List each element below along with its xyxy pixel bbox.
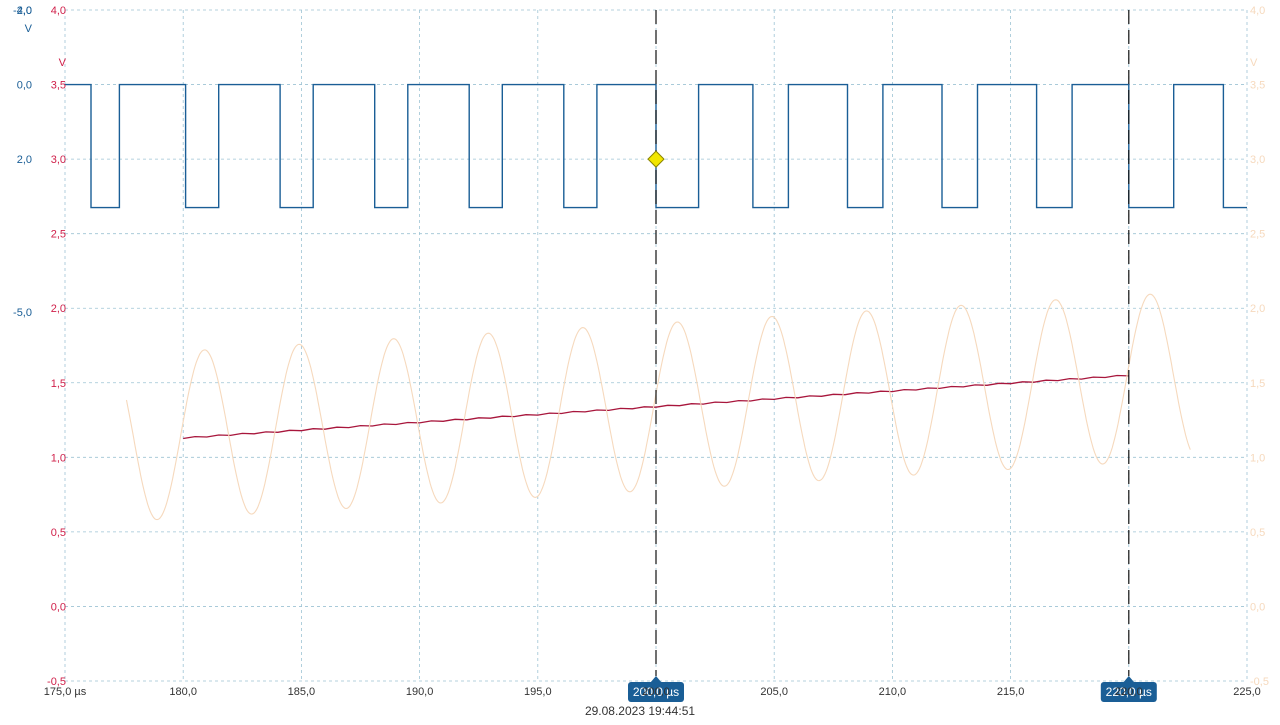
ch2-tick-label: -0,5 — [47, 676, 66, 688]
ch2-tick-label: 2,0 — [51, 303, 66, 315]
ch3-tick-label: -0,5 — [1250, 676, 1269, 688]
axis-labels: 175,0 µs 180,0 185,0 190,0 195,0 200,0 205,0 21… — [13, 5, 1269, 698]
cursor-label: 220,0 µs — [1106, 685, 1152, 699]
cursor-label: 200,0 µs — [633, 685, 679, 699]
x-tick-label: 185,0 — [288, 686, 316, 698]
x-tick-label: 220,0 — [1115, 686, 1143, 698]
ch2-tick-label: 0,0 — [51, 601, 66, 613]
x-tick-label: 195,0 — [524, 686, 552, 698]
x-tick-label: 180,0 — [169, 686, 197, 698]
ch3-tick-label: 1,0 — [1250, 452, 1265, 464]
ch1-tick-label: -2,0 — [13, 5, 32, 17]
traces — [65, 83, 1247, 521]
ch3-tick-label: 1,5 — [1250, 378, 1265, 390]
x-tick-label: 215,0 — [997, 686, 1025, 698]
ch3-tick-label: 0,0 — [1250, 601, 1265, 613]
x-tick-label: 205,0 — [760, 686, 788, 698]
ch3-tick-label: 2,5 — [1250, 229, 1265, 241]
cursors: 200,0 µs 220,0 µs — [628, 10, 1157, 702]
trigger-marker-icon[interactable] — [647, 150, 665, 168]
ch3-tick-label: 2,0 — [1250, 303, 1265, 315]
ch3-tick-label: 4,0 — [1250, 5, 1265, 17]
ch3-unit-label: V — [1250, 57, 1258, 69]
ch2-tick-label: 1,0 — [51, 452, 66, 464]
cursor-handle-icon[interactable] — [650, 676, 662, 683]
x-tick-label: 190,0 — [406, 686, 434, 698]
ch3-tick-label: 3,5 — [1250, 80, 1265, 92]
x-tick-label: 200,0 — [642, 686, 670, 698]
ch2-ramp-trace — [183, 374, 1129, 440]
ch2-tick-label: 3,5 — [51, 80, 66, 92]
cursor-label-box[interactable] — [628, 682, 684, 702]
ch2-tick-label: 3,0 — [51, 154, 66, 166]
timestamp: 29.08.2023 19:44:51 — [584, 704, 696, 718]
ch1-tick-label: 0,0 — [17, 80, 32, 92]
ch1-tick-label: 4,0 — [17, 5, 32, 17]
cursor-label-box[interactable] — [1100, 682, 1157, 702]
ch1-unit-label: V — [25, 23, 33, 35]
x-tick-label: 225,0 — [1233, 686, 1261, 698]
x-tick-label: 210,0 — [879, 686, 907, 698]
ch2-unit-label: V — [59, 57, 67, 69]
x-tick-label: 175,0 µs — [44, 686, 87, 698]
ch3-tick-label: 0,5 — [1250, 527, 1265, 539]
cursor-handle-icon[interactable] — [1122, 676, 1135, 683]
ch2-tick-label: 1,5 — [51, 378, 66, 390]
ch2-tick-label: 4,0 — [51, 5, 66, 17]
ch2-tick-label: 0,5 — [51, 527, 66, 539]
ch1-square-trace — [65, 83, 1247, 209]
ch2-tick-label: 2,5 — [51, 229, 66, 241]
ch3-sine-trace — [125, 293, 1191, 521]
ch3-tick-label: 3,0 — [1250, 154, 1265, 166]
ch1-tick-label: -5,0 — [13, 307, 32, 319]
ch1-tick-label: 2,0 — [17, 154, 32, 166]
